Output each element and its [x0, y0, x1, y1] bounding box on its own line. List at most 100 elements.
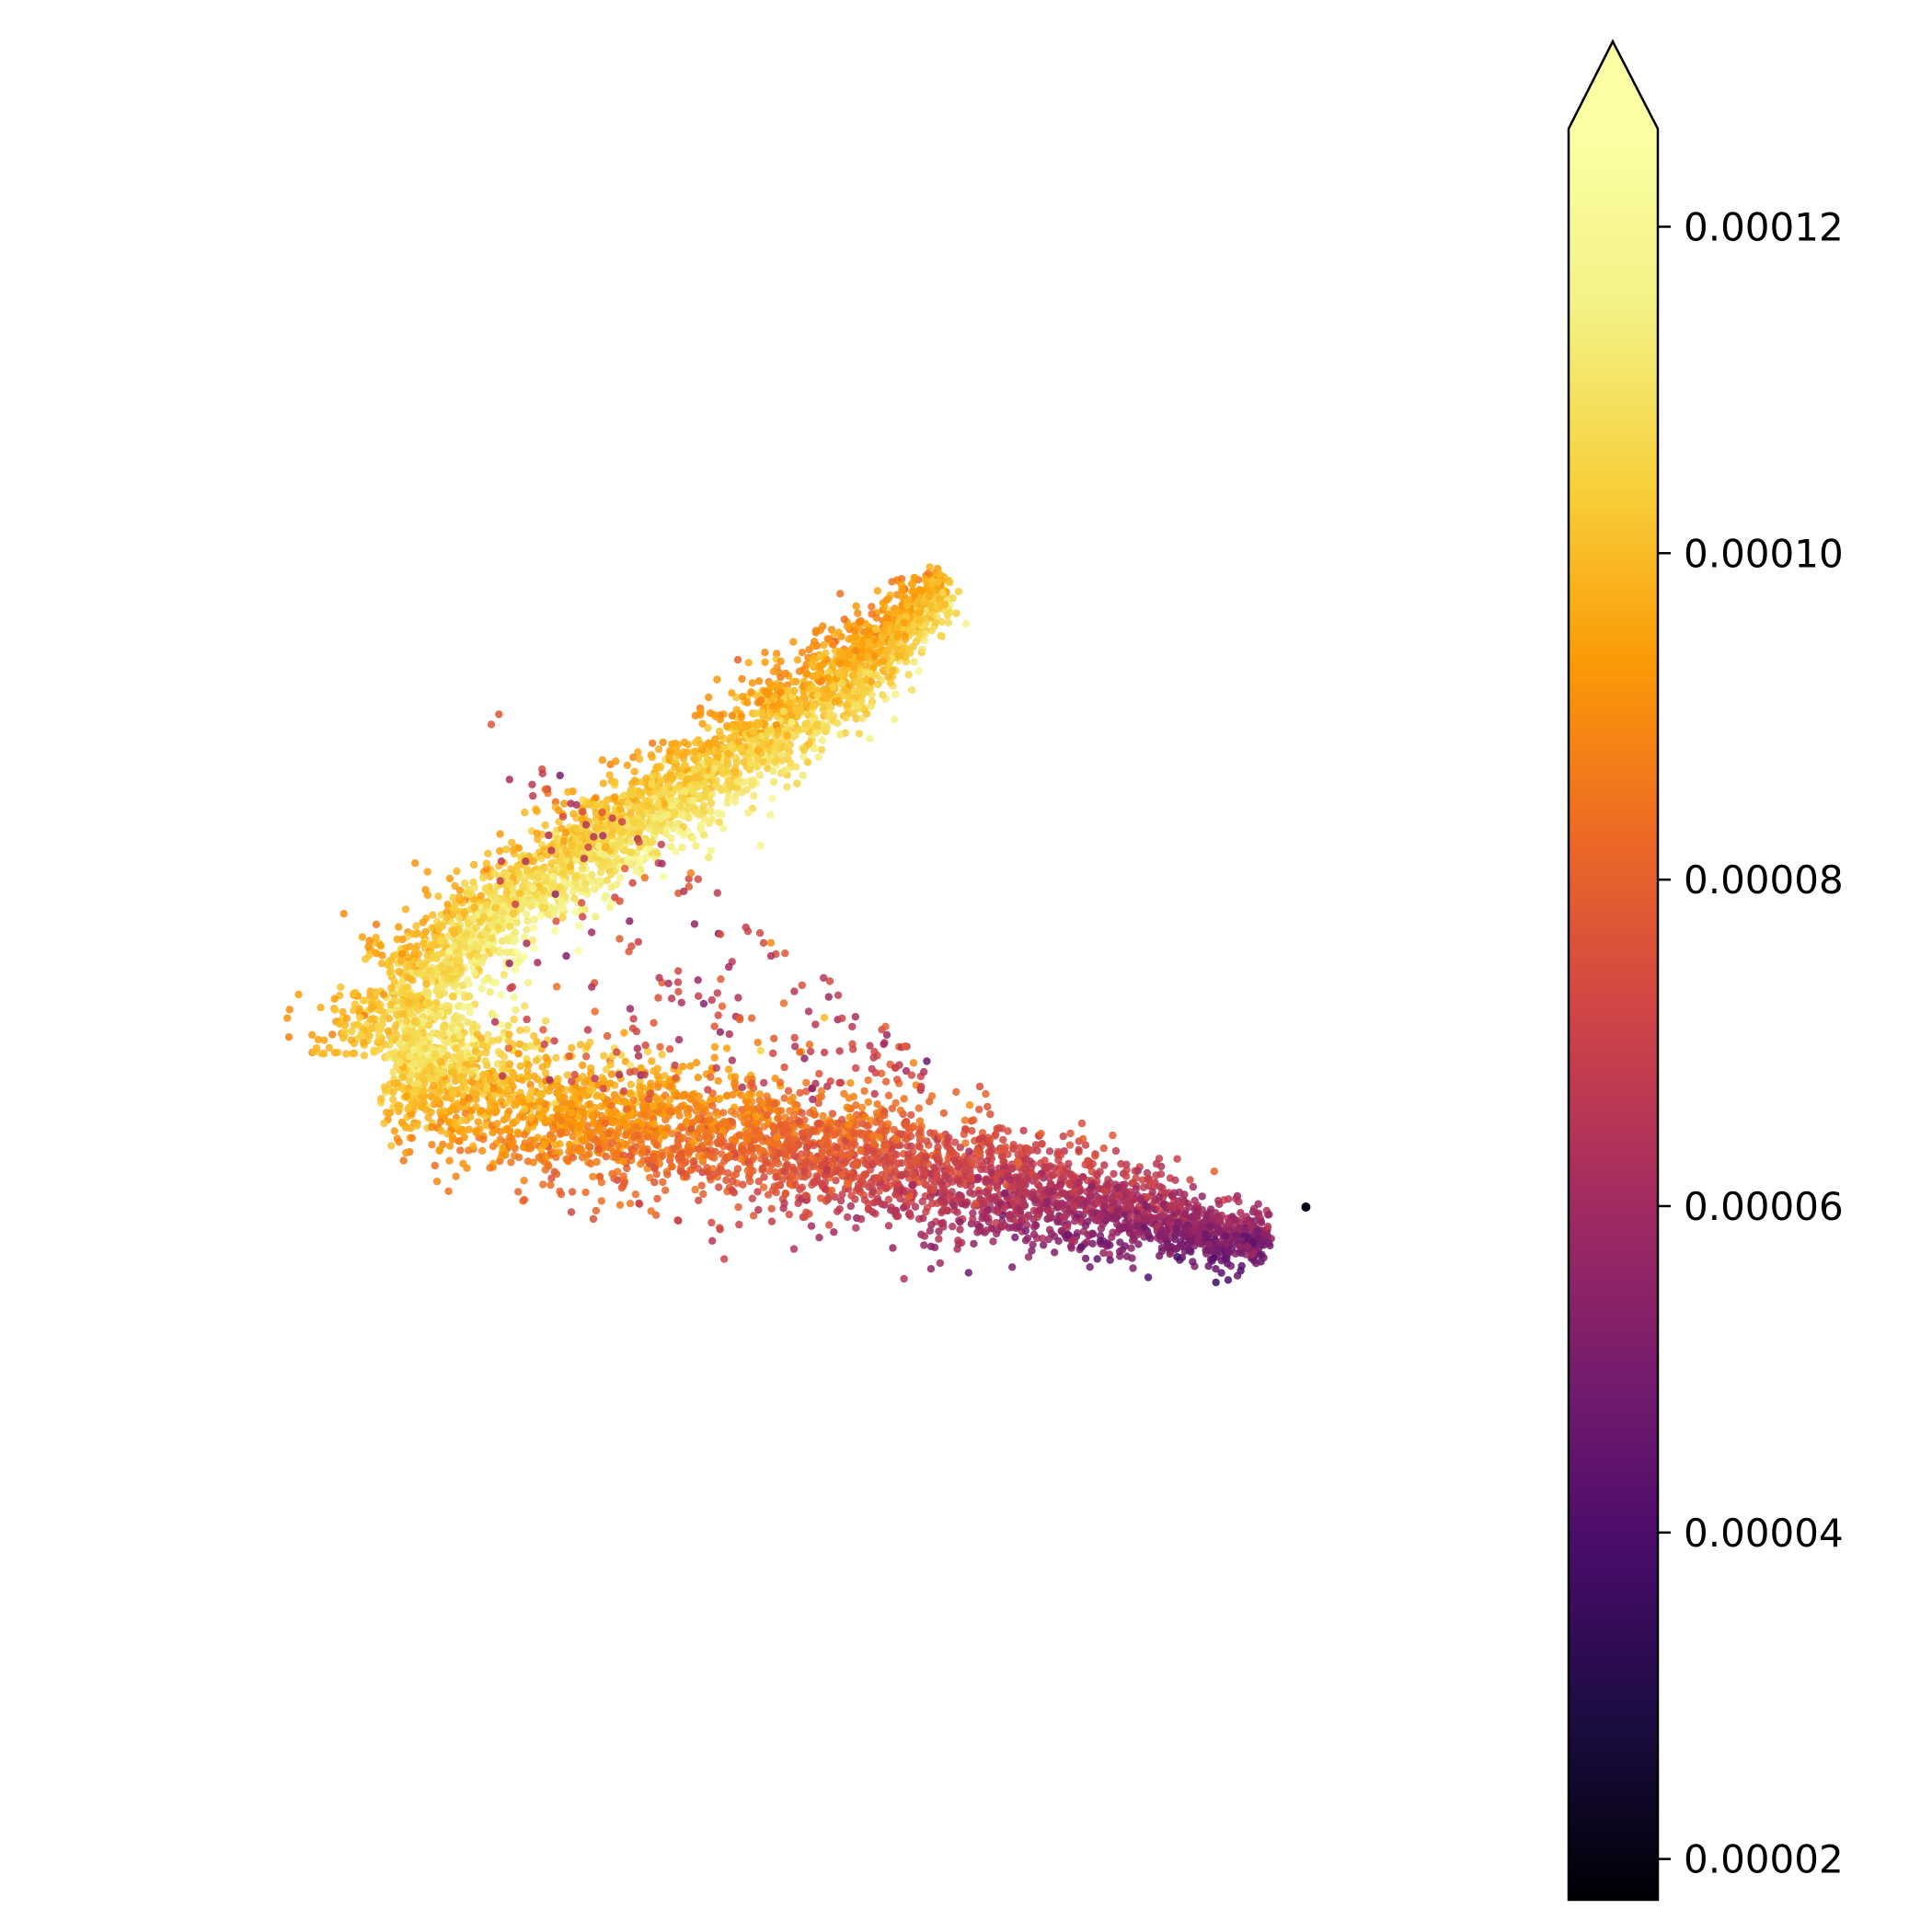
scatter-point	[888, 578, 896, 586]
scatter-point	[1051, 1248, 1059, 1257]
scatter-point	[1091, 1152, 1099, 1160]
scatter-point	[505, 1107, 513, 1116]
scatter-point	[1009, 1144, 1018, 1154]
scatter-point	[722, 1044, 731, 1052]
scatter-point	[799, 753, 808, 761]
scatter-point	[1127, 1244, 1135, 1252]
scatter-point	[613, 880, 621, 889]
scatter-point	[820, 1014, 829, 1022]
scatter-point	[623, 761, 632, 769]
scatter-point	[648, 1057, 656, 1065]
scatter-point	[875, 1187, 883, 1196]
scatter-point	[520, 1195, 529, 1204]
scatter-point	[906, 627, 914, 635]
scatter-point	[993, 1184, 1002, 1192]
scatter-point	[561, 828, 570, 837]
scatter-point	[918, 645, 926, 654]
scatter-point	[869, 1139, 878, 1147]
scatter-point	[603, 876, 612, 884]
scatter-point	[567, 1208, 576, 1216]
scatter-point	[753, 1188, 762, 1196]
scatter-point	[900, 1274, 908, 1283]
scatter-point	[419, 918, 427, 926]
scatter-point	[505, 1060, 514, 1068]
scatter-point	[977, 1165, 985, 1174]
scatter-point	[899, 1203, 908, 1213]
scatter-point	[510, 1016, 518, 1024]
scatter-point	[754, 677, 764, 685]
scatter-point	[692, 1058, 701, 1067]
scatter-point	[463, 1164, 471, 1172]
scatter-point	[862, 1121, 871, 1130]
scatter-point	[1129, 1179, 1137, 1187]
scatter-point	[533, 807, 541, 815]
scatter-point	[926, 1226, 935, 1236]
scatter-point	[546, 1180, 555, 1190]
scatter-point	[926, 1265, 936, 1273]
scatter-point	[1173, 1155, 1181, 1163]
scatter-point	[692, 842, 700, 850]
scatter-point	[1128, 1254, 1136, 1262]
scatter-point	[684, 1111, 693, 1120]
scatter-point	[445, 1156, 454, 1165]
scatter-point	[843, 622, 852, 630]
scatter-point	[522, 910, 531, 918]
scatter-point	[982, 1089, 990, 1098]
scatter-point	[588, 1111, 596, 1121]
scatter-point	[760, 1122, 768, 1131]
scatter-point	[470, 969, 478, 977]
scatter-point	[465, 992, 474, 1001]
scatter-point	[530, 915, 538, 924]
scatter-point	[793, 656, 802, 664]
scatter-point	[854, 609, 862, 617]
scatter-point	[1030, 1223, 1039, 1231]
scatter-point	[760, 1173, 768, 1181]
scatter-point	[810, 1141, 818, 1150]
scatter-point	[673, 1216, 682, 1225]
scatter-point	[769, 777, 778, 787]
scatter-point	[599, 779, 607, 788]
scatter-point	[749, 1212, 758, 1220]
scatter-point	[695, 1196, 703, 1205]
scatter-point	[408, 1133, 417, 1143]
scatter-point	[880, 667, 889, 676]
scatter-point	[1021, 1226, 1030, 1236]
scatter-point	[421, 886, 430, 894]
scatter-point	[438, 1079, 446, 1087]
scatter-point	[818, 1148, 826, 1156]
scatter-point	[524, 979, 533, 987]
scatter-point	[1189, 1182, 1198, 1191]
scatter-point	[1224, 1276, 1233, 1284]
scatter-point	[796, 1088, 804, 1098]
scatter-point	[530, 944, 538, 952]
scatter-point	[583, 1042, 592, 1051]
scatter-point	[638, 1147, 646, 1156]
scatter-point	[445, 1142, 454, 1150]
scatter-point	[707, 846, 715, 855]
scatter-point	[855, 730, 864, 738]
scatter-point	[880, 603, 889, 611]
scatter-point	[429, 1029, 437, 1038]
scatter-point	[477, 984, 486, 993]
scatter-point	[1134, 1240, 1143, 1248]
scatter-point	[936, 1259, 945, 1268]
scatter-point	[904, 671, 913, 679]
scatter-point	[907, 685, 916, 695]
scatter-point	[713, 675, 721, 684]
scatter-point	[889, 1244, 897, 1252]
scatter-point	[584, 1143, 593, 1151]
scatter-point	[597, 1197, 606, 1205]
scatter-point	[1217, 1269, 1225, 1277]
scatter-point	[1081, 1254, 1090, 1263]
scatter-point	[592, 1157, 601, 1167]
scatter-point	[846, 1079, 855, 1087]
scatter-point	[720, 1255, 729, 1263]
scatter-point	[845, 1094, 853, 1102]
scatter-point	[772, 1173, 780, 1181]
scatter-point	[728, 1177, 737, 1186]
scatter-point	[873, 587, 882, 595]
scatter-point	[724, 794, 732, 802]
scatter-point	[541, 821, 549, 830]
scatter-point	[884, 1222, 893, 1230]
scatter-point	[337, 983, 345, 992]
